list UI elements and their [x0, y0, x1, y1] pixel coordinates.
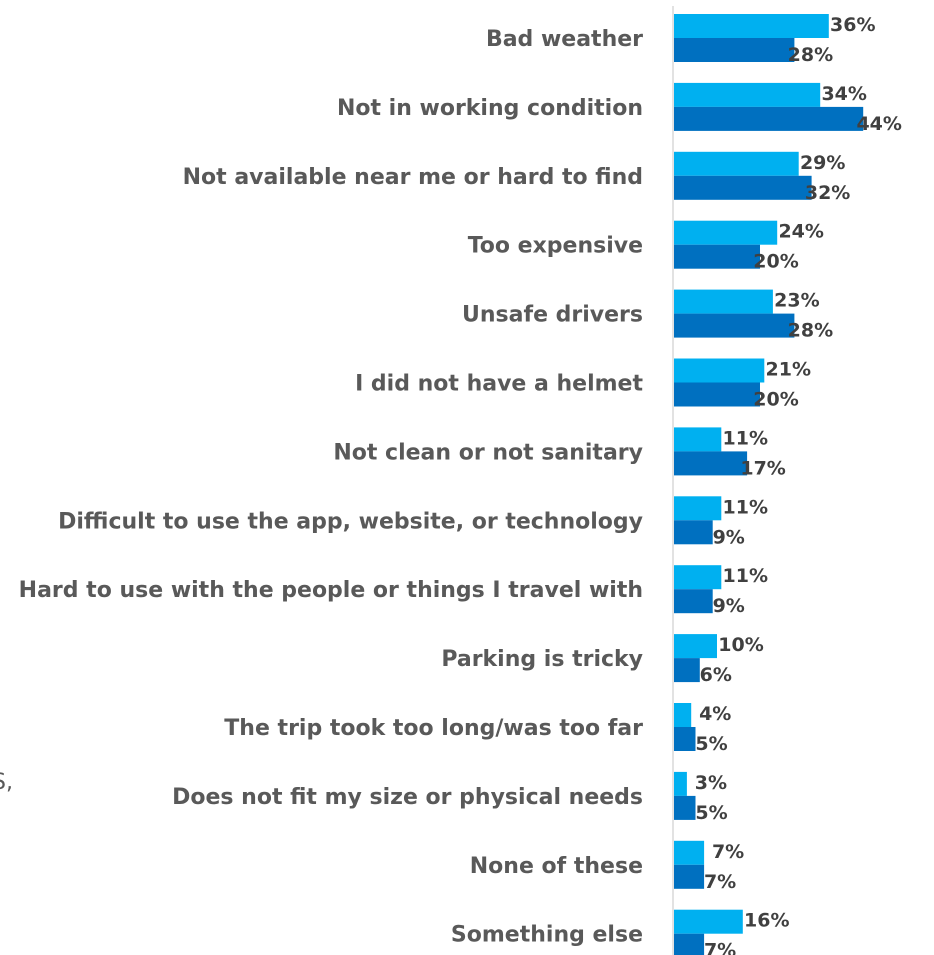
category-label-too-expensive: Too expensive — [468, 234, 643, 259]
value-label-series-2-does-not-fit-my-size-or-physical-needs: 5% — [695, 802, 727, 824]
category-label-bad-weather: Bad weather — [486, 27, 643, 52]
value-label-series-1-difficult-to-use-the-app-website-or-technology: 11% — [723, 496, 768, 518]
bar-series-2-not-available-near-me-or-hard-to-find — [674, 175, 812, 200]
bar-series-1-bad-weather — [674, 14, 829, 38]
bar-series-1-none-of-these — [674, 840, 705, 865]
bar-series-1-i-did-not-have-a-helmet — [674, 358, 765, 383]
bar-series-1-the-trip-took-too-long-was-too-far — [674, 703, 692, 727]
value-label-series-1-i-did-not-have-a-helmet: 21% — [766, 359, 811, 381]
category-label-i-did-not-have-a-helmet: I did not have a helmet — [355, 372, 643, 397]
bar-series-2-does-not-fit-my-size-or-physical-needs — [674, 795, 696, 820]
value-label-series-1-the-trip-took-too-long-was-too-far: 4% — [699, 703, 731, 725]
bar-series-2-something-else — [674, 933, 705, 955]
bar-series-1-not-in-working-condition — [674, 82, 821, 107]
value-label-series-2-hard-to-use-with-the-people-or-things-i-travel-with: 9% — [713, 595, 745, 617]
bar-series-2-not-clean-or-not-sanitary — [674, 451, 748, 476]
value-label-series-2-not-in-working-condition: 44% — [856, 113, 901, 135]
bar-series-2-not-in-working-condition — [674, 106, 864, 131]
category-label-the-trip-took-too-long-was-too-far: The trip took too long/was too far — [224, 716, 643, 741]
value-label-series-2-i-did-not-have-a-helmet: 20% — [753, 389, 798, 411]
bar-series-2-unsafe-drivers — [674, 313, 795, 338]
category-label-unsafe-drivers: Unsafe drivers — [462, 303, 643, 328]
value-label-series-2-something-else: 7% — [704, 940, 736, 955]
value-label-series-1-hard-to-use-with-the-people-or-things-i-travel-with: 11% — [723, 565, 768, 587]
category-label-something-else: Something else — [451, 923, 643, 948]
value-label-series-2-the-trip-took-too-long-was-too-far: 5% — [695, 733, 727, 755]
bar-series-2-the-trip-took-too-long-was-too-far — [674, 727, 696, 751]
bar-series-2-none-of-these — [674, 864, 705, 889]
bar-series-1-something-else — [674, 909, 743, 934]
bar-series-1-not-clean-or-not-sanitary — [674, 427, 722, 452]
category-label-hard-to-use-with-the-people-or-things-i-travel-with: Hard to use with the people or things I … — [19, 578, 643, 603]
bar-series-1-hard-to-use-with-the-people-or-things-i-travel-with — [674, 565, 722, 590]
bar-series-1-difficult-to-use-the-app-website-or-technology — [674, 496, 722, 521]
bar-series-2-too-expensive — [674, 244, 760, 269]
bar-series-2-difficult-to-use-the-app-website-or-technology — [674, 520, 713, 545]
value-label-series-1-too-expensive: 24% — [778, 221, 823, 243]
bar-series-1-unsafe-drivers — [674, 289, 773, 314]
value-label-series-1-bad-weather: 36% — [830, 14, 875, 36]
value-label-series-1-not-available-near-me-or-hard-to-find: 29% — [800, 152, 845, 174]
value-label-series-2-not-available-near-me-or-hard-to-find: 32% — [805, 182, 850, 204]
category-label-difficult-to-use-the-app-website-or-technology: Difficult to use the app, website, or te… — [58, 509, 643, 534]
category-label-does-not-fit-my-size-or-physical-needs: Does not fit my size or physical needs — [172, 785, 643, 810]
value-label-series-2-unsafe-drivers: 28% — [788, 320, 833, 342]
value-label-series-2-too-expensive: 20% — [753, 251, 798, 273]
category-label-parking-is-tricky: Parking is tricky — [441, 647, 643, 672]
value-label-series-1-something-else: 16% — [744, 910, 789, 932]
value-label-series-2-not-clean-or-not-sanitary: 17% — [740, 457, 785, 479]
bar-series-2-bad-weather — [674, 38, 795, 62]
value-label-series-2-difficult-to-use-the-app-website-or-technology: 9% — [713, 526, 745, 548]
bar-series-1-does-not-fit-my-size-or-physical-needs — [674, 771, 687, 796]
bar-series-1-parking-is-tricky — [674, 634, 717, 659]
value-label-series-1-does-not-fit-my-size-or-physical-needs: 3% — [695, 772, 727, 794]
value-label-series-2-none-of-these: 7% — [704, 871, 736, 893]
category-label-not-available-near-me-or-hard-to-find: Not available near me or hard to find — [183, 165, 643, 190]
value-label-series-1-parking-is-tricky: 10% — [718, 634, 763, 656]
value-label-series-1-none-of-these: 7% — [712, 841, 744, 863]
bar-series-2-parking-is-tricky — [674, 658, 700, 683]
bar-series-1-too-expensive — [674, 220, 778, 245]
category-label-not-clean-or-not-sanitary: Not clean or not sanitary — [333, 440, 643, 465]
value-label-series-1-not-clean-or-not-sanitary: 11% — [723, 427, 768, 449]
value-label-series-1-unsafe-drivers: 23% — [774, 290, 819, 312]
clipped-side-text: S, — [0, 770, 13, 795]
bar-series-2-i-did-not-have-a-helmet — [674, 382, 760, 407]
value-label-series-1-not-in-working-condition: 34% — [821, 83, 866, 105]
value-label-series-2-bad-weather: 28% — [788, 44, 833, 66]
category-label-not-in-working-condition: Not in working condition — [337, 96, 643, 121]
bar-series-2-hard-to-use-with-the-people-or-things-i-travel-with — [674, 589, 713, 614]
value-label-series-2-parking-is-tricky: 6% — [700, 664, 732, 686]
bar-series-1-not-available-near-me-or-hard-to-find — [674, 151, 799, 176]
category-label-none-of-these: None of these — [470, 854, 643, 879]
